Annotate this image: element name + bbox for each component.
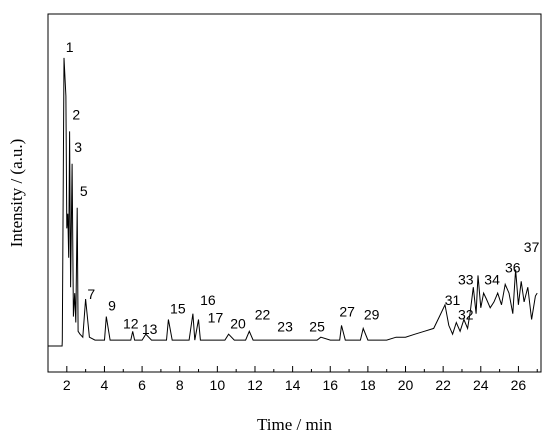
x-tick-label: 16 — [322, 377, 338, 393]
peak-label: 32 — [458, 307, 474, 323]
x-tick-label: 6 — [138, 377, 146, 393]
peak-label: 15 — [170, 301, 186, 317]
x-tick-label: 22 — [435, 377, 451, 393]
peak-label: 31 — [445, 292, 461, 308]
peak-label: 7 — [87, 286, 95, 302]
x-tick-label: 8 — [176, 377, 184, 393]
peak-label: 36 — [505, 260, 521, 276]
peak-label: 22 — [255, 307, 271, 323]
peak-label: 20 — [230, 315, 246, 331]
peak-label: 2 — [72, 107, 80, 123]
peak-label: 33 — [458, 271, 474, 287]
peak-label: 12 — [123, 315, 139, 331]
peak-label: 27 — [339, 304, 355, 320]
x-tick-label: 18 — [360, 377, 376, 393]
x-tick-label: 20 — [398, 377, 414, 393]
peak-label: 29 — [364, 307, 380, 323]
x-axis-label: Time / min — [257, 415, 332, 434]
peak-label: 17 — [208, 309, 224, 325]
peak-label: 25 — [309, 318, 325, 334]
peak-label: 3 — [74, 139, 82, 155]
peak-label: 13 — [142, 321, 158, 337]
plot-frame — [47, 13, 542, 373]
peak-label: 1 — [66, 39, 74, 55]
peak-label: 9 — [108, 298, 116, 314]
x-tick-label: 2 — [63, 377, 71, 393]
peak-label: 23 — [277, 318, 293, 334]
x-tick-label: 14 — [285, 377, 301, 393]
x-tick-label: 4 — [101, 377, 109, 393]
peak-label: 5 — [80, 183, 88, 199]
x-tick-label: 10 — [210, 377, 226, 393]
y-axis-label: Intensity / (a.u.) — [7, 139, 26, 248]
x-axis-ticks: 2 4 6 8 10 12 14 16 18 20 22 24 26 — [47, 366, 538, 393]
peak-label: 34 — [484, 271, 500, 287]
x-tick-label: 26 — [511, 377, 527, 393]
x-tick-label: 24 — [473, 377, 489, 393]
x-tick-label: 12 — [247, 377, 263, 393]
peak-label: 37 — [524, 239, 540, 255]
chromatogram-trace — [48, 57, 538, 347]
peak-label: 16 — [200, 292, 216, 308]
